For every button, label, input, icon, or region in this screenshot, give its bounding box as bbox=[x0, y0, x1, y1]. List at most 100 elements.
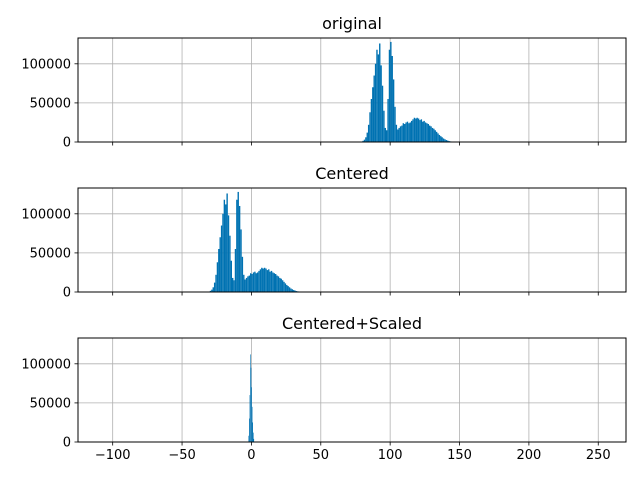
subplot-title: Centered bbox=[315, 164, 389, 183]
histogram-bar bbox=[250, 273, 252, 292]
histogram-bar bbox=[252, 272, 255, 292]
histogram-bar bbox=[433, 128, 435, 142]
subplot-title: Centered+Scaled bbox=[282, 314, 422, 333]
histogram-bar bbox=[395, 124, 398, 142]
histogram-bar bbox=[387, 98, 389, 142]
histogram-bar bbox=[230, 260, 232, 292]
histogram-bar bbox=[209, 290, 212, 292]
histogram-bar bbox=[442, 138, 445, 142]
histogram-bar bbox=[391, 55, 393, 142]
histogram-bar bbox=[288, 287, 291, 292]
histogram-bar bbox=[420, 119, 423, 142]
x-tick-label: 200 bbox=[516, 448, 541, 463]
y-axis: 0 50000 100000 bbox=[21, 57, 78, 151]
axes-frame bbox=[77, 337, 627, 443]
histogram-bar bbox=[392, 79, 395, 142]
histogram-bar bbox=[250, 354, 251, 442]
histogram-bar bbox=[291, 289, 294, 292]
histogram-bar bbox=[428, 125, 431, 142]
x-tick-label: 0 bbox=[247, 448, 255, 463]
x-tick-label: 100 bbox=[378, 448, 403, 463]
histogram-bar bbox=[226, 193, 228, 292]
histogram-bar bbox=[241, 256, 244, 292]
y-tick-label: 0 bbox=[63, 286, 71, 301]
x-tick-label: 150 bbox=[447, 448, 472, 463]
histogram-bar bbox=[255, 273, 257, 292]
histogram-bar bbox=[416, 117, 418, 142]
y-axis: 0 50000 100000 bbox=[21, 207, 78, 301]
histogram-bar bbox=[445, 140, 448, 142]
x-tick-label: −100 bbox=[95, 448, 131, 463]
histogram-bar bbox=[372, 87, 374, 142]
histogram-bar bbox=[412, 119, 414, 142]
histogram-bar bbox=[290, 288, 292, 292]
subplot-title: original bbox=[322, 14, 382, 33]
histogram-bar bbox=[253, 438, 255, 442]
histogram-bar bbox=[405, 122, 407, 142]
histogram-bar bbox=[362, 140, 364, 142]
y-tick-label: 0 bbox=[63, 436, 71, 451]
x-axis bbox=[112, 142, 599, 146]
histogram-bar bbox=[248, 275, 251, 292]
histogram-bar bbox=[366, 132, 368, 142]
histogram-bar bbox=[269, 271, 271, 292]
histogram-bar bbox=[413, 117, 416, 142]
histogram-bar bbox=[252, 432, 254, 442]
histogram-bar bbox=[401, 125, 403, 142]
histogram-bar bbox=[388, 49, 391, 142]
histogram-bar bbox=[262, 268, 264, 292]
histogram-bar bbox=[363, 139, 366, 142]
histogram-bar bbox=[377, 54, 380, 142]
histogram-bars bbox=[362, 41, 468, 143]
x-tick-label: −50 bbox=[168, 448, 195, 463]
histogram-bar bbox=[218, 248, 220, 292]
histogram-bar bbox=[381, 85, 384, 142]
histogram-bar bbox=[447, 140, 449, 142]
histogram-bar bbox=[251, 274, 253, 292]
histogram-bar bbox=[383, 110, 385, 142]
histogram-bar bbox=[216, 262, 219, 292]
histogram-bar bbox=[251, 406, 253, 442]
histogram-bar bbox=[379, 43, 381, 143]
y-axis: 0 50000 100000 bbox=[21, 357, 78, 451]
histogram-bar bbox=[266, 270, 269, 292]
histogram-bar bbox=[275, 274, 277, 292]
histogram-bar bbox=[427, 124, 429, 142]
histogram-bar bbox=[245, 277, 248, 292]
histogram-bar bbox=[365, 137, 367, 142]
histogram-bar bbox=[410, 120, 413, 142]
histogram-bar bbox=[406, 121, 409, 142]
histogram-bar bbox=[293, 290, 295, 292]
subplot-original: original 0 50000 100000 bbox=[21, 14, 627, 151]
histogram-bar bbox=[280, 278, 282, 292]
histogram-bar bbox=[240, 229, 242, 292]
histogram-bar bbox=[440, 136, 442, 142]
histogram-bar bbox=[223, 199, 226, 292]
histogram-bar bbox=[435, 131, 438, 142]
histogram-bar bbox=[227, 215, 230, 292]
histogram-bar bbox=[259, 269, 262, 292]
axes-frame bbox=[77, 37, 627, 143]
histogram-bar bbox=[417, 118, 420, 142]
histogram-bar bbox=[404, 124, 406, 142]
histogram-bar bbox=[431, 127, 434, 142]
histogram-bar bbox=[437, 133, 439, 142]
histogram-bar bbox=[426, 123, 428, 142]
histogram-bar bbox=[397, 129, 399, 142]
histogram-bar bbox=[273, 273, 276, 292]
histogram-bar bbox=[250, 367, 252, 442]
histogram-bar bbox=[254, 271, 256, 292]
histogram-bar bbox=[419, 120, 421, 142]
histogram-bar bbox=[244, 279, 246, 292]
histogram-bar bbox=[236, 199, 238, 292]
histogram-bar bbox=[249, 418, 250, 442]
histogram-bar bbox=[424, 122, 427, 142]
histogram-bar bbox=[233, 280, 235, 292]
histogram-bar bbox=[394, 106, 396, 142]
y-tick-label: 0 bbox=[63, 136, 71, 151]
histogram-bar bbox=[283, 281, 285, 292]
histogram-bar bbox=[409, 122, 411, 142]
histogram-bar bbox=[367, 124, 370, 142]
histogram-bar bbox=[249, 395, 251, 442]
histogram-bar bbox=[444, 139, 446, 142]
